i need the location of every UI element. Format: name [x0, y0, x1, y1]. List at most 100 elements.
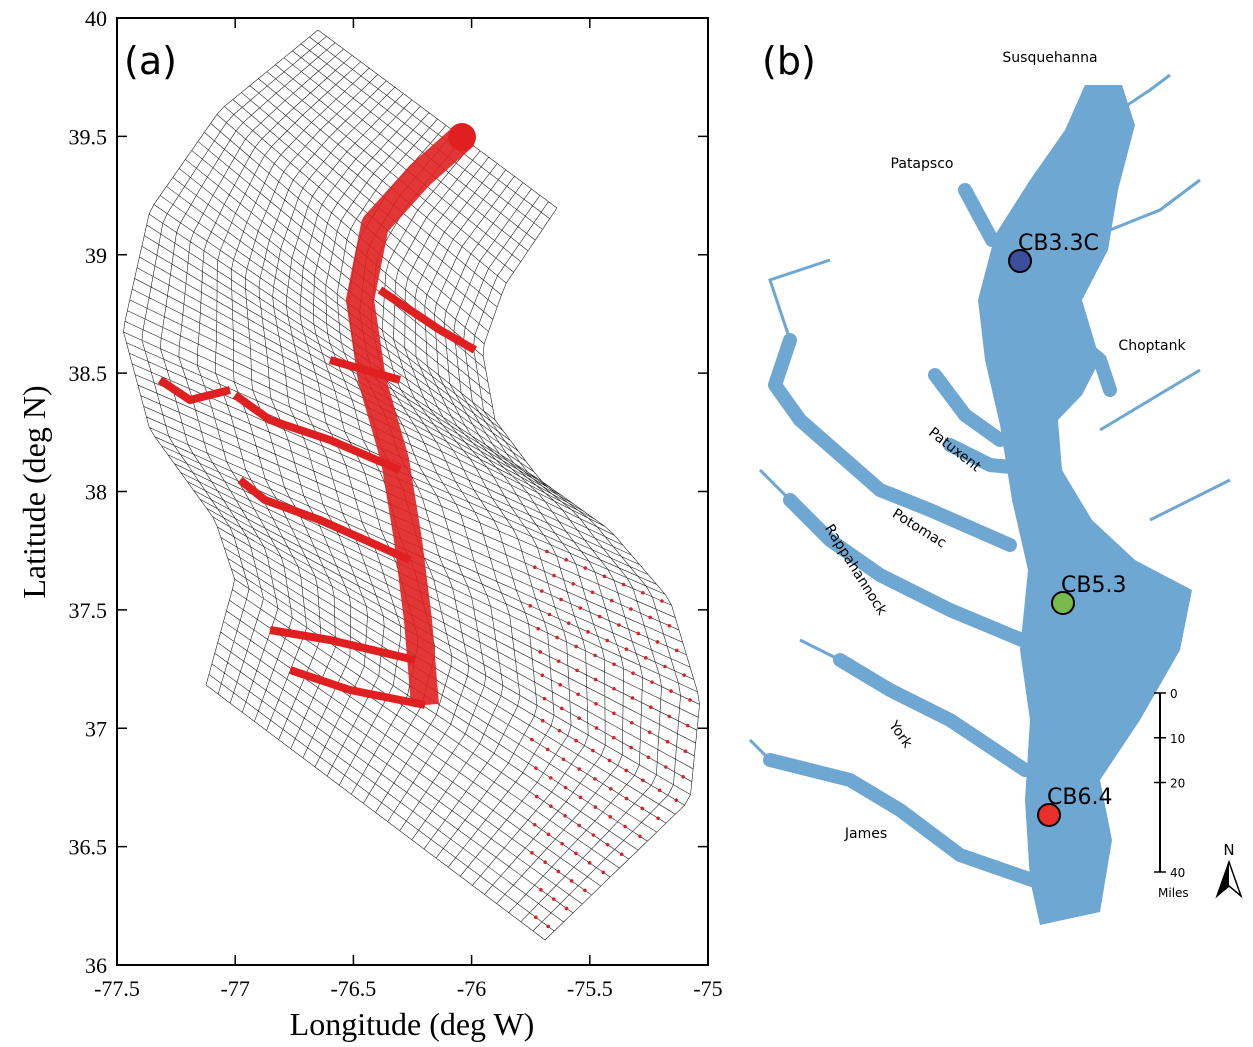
- scale-label: 40: [1170, 866, 1185, 880]
- tributary-cells: [157, 286, 477, 709]
- wet-cell: [655, 640, 660, 644]
- wet-cell: [593, 805, 598, 809]
- shoreline: [748, 73, 1231, 762]
- wet-cell: [629, 720, 634, 725]
- wet-cell: [578, 795, 583, 800]
- wet-cell: [649, 705, 653, 709]
- wet-cell: [619, 852, 624, 857]
- wet-cell: [575, 668, 579, 673]
- bay: [978, 85, 1192, 925]
- y-tick-label: 39: [85, 243, 107, 268]
- wet-cell: [545, 549, 549, 554]
- y-tick-label: 37.5: [69, 598, 108, 623]
- wet-cells: [448, 123, 476, 151]
- wet-cell: [660, 599, 664, 603]
- wet-cell: [540, 673, 545, 678]
- wet-cell: [556, 659, 561, 663]
- wet-cell: [569, 879, 574, 883]
- wet-cell: [607, 758, 612, 763]
- wet-cell: [574, 644, 578, 649]
- wet-cell: [577, 716, 581, 720]
- wet-cell: [623, 824, 627, 829]
- wet-cell: [539, 888, 543, 892]
- wet-cell: [682, 673, 687, 677]
- wet-cell: [549, 804, 553, 808]
- wet-cell: [629, 607, 633, 611]
- wet-cell: [534, 794, 539, 799]
- wet-cell: [591, 748, 595, 753]
- scale-label: 10: [1170, 732, 1185, 746]
- wet-cell: [641, 590, 645, 595]
- scale-label: 0: [1170, 687, 1178, 701]
- wet-cell: [609, 598, 614, 603]
- wet-cell: [540, 718, 545, 723]
- wet-cell: [593, 653, 597, 658]
- wet-cell: [546, 832, 551, 837]
- station-marker: [1037, 803, 1061, 827]
- wet-cell: [624, 796, 629, 801]
- wet-cell: [564, 558, 568, 562]
- wet-cell: [563, 814, 567, 818]
- wet-cell: [664, 765, 668, 769]
- wet-cell: [688, 698, 692, 702]
- wet-cell: [605, 638, 610, 643]
- wet-cell: [558, 682, 563, 687]
- wet-cell: [577, 767, 582, 771]
- wet-cell: [683, 749, 688, 754]
- panel-label: (b): [762, 39, 816, 83]
- wet-cell: [643, 656, 648, 660]
- wet-cell: [534, 915, 538, 920]
- y-tick-label: 36.5: [69, 835, 108, 860]
- wet-cell: [663, 664, 667, 669]
- wet-cell: [534, 766, 538, 770]
- wet-cell: [608, 815, 613, 819]
- wet-cell: [674, 798, 679, 803]
- wet-cell: [640, 806, 645, 811]
- wet-cell: [641, 778, 645, 783]
- wet-cell: [583, 566, 588, 570]
- wet-cell: [594, 701, 598, 706]
- wet-cell: [557, 728, 562, 733]
- north-label: N: [1223, 841, 1234, 859]
- wet-cell: [530, 737, 534, 742]
- wet-cell: [667, 714, 672, 719]
- wet-cell: [545, 747, 550, 752]
- wet-cell: [566, 621, 571, 625]
- wet-cell: [563, 785, 568, 790]
- wet-cell: [624, 647, 629, 651]
- x-axis-label: Longitude (deg W): [290, 1006, 535, 1042]
- scale-unit: Miles: [1158, 886, 1189, 900]
- wet-cell: [571, 582, 576, 586]
- wet-cell: [593, 777, 597, 781]
- wet-cell: [555, 635, 559, 640]
- wet-cell: [631, 671, 635, 676]
- wet-cell: [530, 850, 534, 855]
- wet-cell: [685, 723, 690, 728]
- wet-cell: [583, 888, 587, 893]
- wet-cell: [542, 696, 547, 701]
- wet-cell: [590, 590, 595, 595]
- wet-cell: [681, 775, 685, 779]
- wet-cell: [646, 755, 651, 760]
- wet-cell: [536, 626, 540, 631]
- panel-b: SusquehannaPatapscoChoptankPatuxentPotom…: [748, 39, 1243, 925]
- station-label: CB6.4: [1047, 785, 1112, 810]
- y-tick-label: 38.5: [69, 361, 108, 386]
- wet-cell: [574, 851, 578, 856]
- wet-cell: [674, 648, 679, 653]
- wet-cell: [624, 768, 629, 773]
- wet-cell: [667, 623, 672, 628]
- river-label: James: [844, 826, 887, 842]
- wet-cell: [650, 680, 654, 684]
- station-marker: [1008, 249, 1032, 273]
- x-tick-label: -75.5: [567, 976, 613, 1001]
- wet-cell: [552, 573, 556, 578]
- wet-cell: [601, 870, 606, 875]
- x-tick-label: -76: [457, 976, 486, 1001]
- wet-cell: [533, 565, 537, 569]
- y-tick-label: 38: [85, 480, 107, 505]
- x-tick-label: -75: [693, 976, 722, 1001]
- wet-cell: [617, 623, 621, 627]
- wet-cell: [576, 692, 580, 697]
